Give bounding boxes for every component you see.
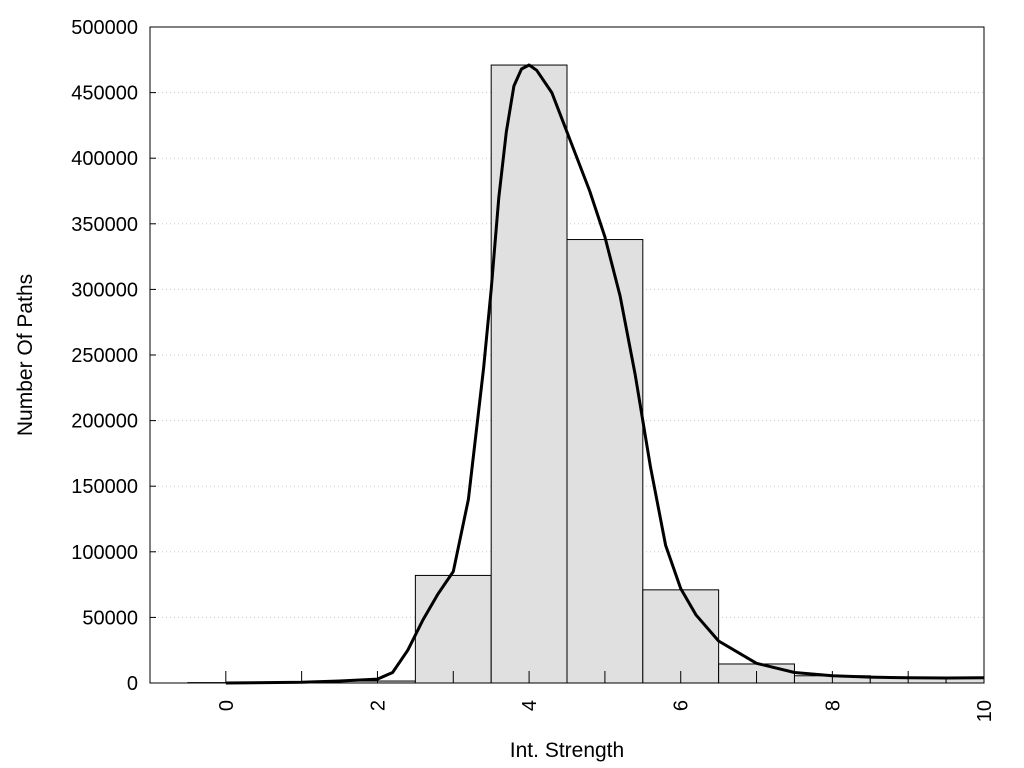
y-tick-label: 150000: [71, 476, 138, 498]
histogram-bar: [414, 574, 492, 684]
y-axis-title: Number Of Paths: [14, 274, 37, 436]
y-tick-label: 250000: [71, 345, 138, 367]
y-tick-label: 400000: [71, 148, 138, 170]
axis-ticks: 0 50000 100000 150000 200000 250000 300000 3500…: [71, 17, 996, 722]
histogram-bars: [187, 64, 985, 684]
x-tick-label: 8: [822, 700, 844, 711]
fit-curve-layer: [225, 63, 985, 685]
x-tick-label: 6: [671, 700, 693, 711]
histogram-bar: [642, 589, 720, 684]
y-tick-label: 100000: [71, 542, 138, 564]
histogram-bar: [566, 239, 644, 684]
x-tick-label: 0: [216, 700, 238, 711]
y-tick-label: 500000: [71, 17, 138, 39]
x-tick-label: 4: [519, 700, 541, 711]
fit-curve: [225, 63, 985, 685]
x-tick-label: 2: [367, 700, 389, 711]
y-tick-label: 200000: [71, 411, 138, 433]
y-tick-label: 0: [127, 673, 138, 695]
histogram-bar: [490, 64, 568, 684]
y-tick-label: 450000: [71, 83, 138, 105]
y-tick-label: 350000: [71, 214, 138, 236]
y-tick-label: 300000: [71, 279, 138, 301]
x-tick-label: 10: [974, 700, 996, 722]
y-tick-label: 50000: [82, 607, 138, 629]
x-axis-title: Int. Strength: [510, 739, 624, 762]
